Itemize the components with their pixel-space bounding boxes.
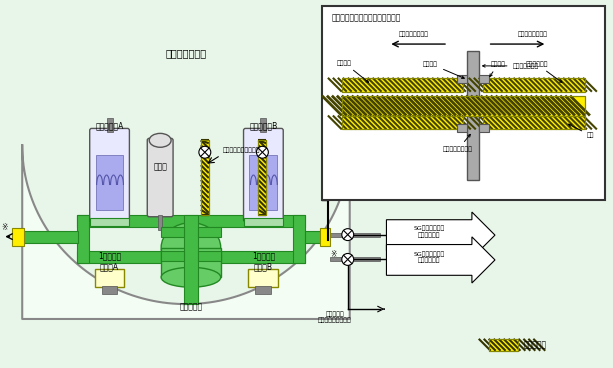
Text: 加圧器スプレイライン: 加圧器スプレイライン <box>223 148 260 153</box>
Bar <box>198 251 221 261</box>
Bar <box>184 215 198 304</box>
Bar <box>330 233 379 237</box>
Bar <box>77 215 89 263</box>
Text: 伸縮継手: 伸縮継手 <box>490 61 506 77</box>
Text: スリーブ: スリーブ <box>423 61 464 78</box>
Ellipse shape <box>161 223 221 272</box>
Bar <box>305 231 325 243</box>
Bar <box>261 118 267 132</box>
Bar <box>320 228 330 245</box>
Bar <box>482 116 585 130</box>
Text: SGブローダウン
熱回収装置等: SGブローダウン 熱回収装置等 <box>414 226 445 238</box>
Text: 【原子炉格納容器貫通部概略図】: 【原子炉格納容器貫通部概略図】 <box>332 14 402 23</box>
Ellipse shape <box>161 268 221 287</box>
Bar <box>198 227 221 237</box>
FancyBboxPatch shape <box>147 138 173 217</box>
Bar <box>322 6 605 200</box>
Bar <box>201 140 209 215</box>
Bar <box>342 78 463 92</box>
Circle shape <box>199 146 211 158</box>
Bar <box>482 116 585 130</box>
Text: 加圧器: 加圧器 <box>153 163 167 171</box>
Bar <box>12 228 24 245</box>
Text: ※: ※ <box>330 250 337 259</box>
Bar <box>77 251 305 263</box>
Bar <box>259 140 267 215</box>
FancyBboxPatch shape <box>386 237 495 283</box>
Text: ：取替範囲: ：取替範囲 <box>524 340 547 349</box>
Bar <box>482 78 585 92</box>
Bar <box>342 96 585 116</box>
Circle shape <box>256 146 268 158</box>
Text: 原子炉格納容器外: 原子炉格納容器外 <box>517 31 547 37</box>
Text: SGブローダウン
熱回収装置等: SGブローダウン 熱回収装置等 <box>414 251 445 263</box>
FancyBboxPatch shape <box>386 212 495 258</box>
Bar <box>249 155 277 210</box>
Circle shape <box>342 254 354 265</box>
Text: 原子炉格納容器: 原子炉格納容器 <box>482 63 539 69</box>
Bar <box>457 124 467 132</box>
Bar <box>342 116 463 130</box>
Bar <box>256 286 272 294</box>
Bar <box>342 78 463 92</box>
Bar <box>489 339 519 351</box>
Bar <box>330 258 379 261</box>
Bar <box>161 251 184 261</box>
Text: 短管: 短管 <box>568 124 595 138</box>
Bar <box>102 286 118 294</box>
Bar <box>489 339 519 351</box>
Text: 蒸気発生器
ブローダウンライン: 蒸気発生器 ブローダウンライン <box>318 311 352 323</box>
Text: 原子炉容器: 原子炉容器 <box>180 302 202 312</box>
Text: 蒸気発生器B: 蒸気発生器B <box>249 121 278 130</box>
Bar <box>77 215 305 227</box>
Ellipse shape <box>149 133 171 147</box>
Text: 貫通配管: 貫通配管 <box>337 60 368 82</box>
Bar <box>293 215 305 263</box>
Text: ※: ※ <box>1 223 7 232</box>
Bar <box>158 215 162 230</box>
Bar <box>342 116 463 130</box>
Bar <box>479 75 489 83</box>
Bar <box>161 248 221 277</box>
Bar <box>259 140 267 215</box>
Bar <box>89 218 129 226</box>
Bar <box>479 124 489 132</box>
Text: 配管取付端板: 配管取付端板 <box>525 61 562 82</box>
Bar <box>248 269 278 287</box>
Text: 1次冷却材
ポンプB: 1次冷却材 ポンプB <box>252 252 275 271</box>
Bar <box>94 269 124 287</box>
Text: 1次冷却材
ポンプA: 1次冷却材 ポンプA <box>98 252 121 271</box>
FancyBboxPatch shape <box>243 128 283 222</box>
Circle shape <box>342 229 354 241</box>
Bar <box>243 218 283 226</box>
Bar <box>467 51 479 180</box>
Bar <box>457 75 467 83</box>
Bar <box>342 96 585 116</box>
FancyBboxPatch shape <box>89 128 129 222</box>
Bar <box>161 227 184 237</box>
Bar <box>96 155 123 210</box>
Polygon shape <box>22 145 350 319</box>
Text: 原子炉格納容器: 原子炉格納容器 <box>166 48 207 58</box>
Bar <box>201 140 209 215</box>
Bar <box>482 78 585 92</box>
Text: 原子炉格納容器内: 原子炉格納容器内 <box>398 31 428 37</box>
Bar <box>107 118 113 132</box>
Bar <box>22 231 78 243</box>
Text: 蒸気発生器A: 蒸気発生器A <box>96 121 124 130</box>
Text: スリーブ取付端板: スリーブ取付端板 <box>443 134 473 152</box>
